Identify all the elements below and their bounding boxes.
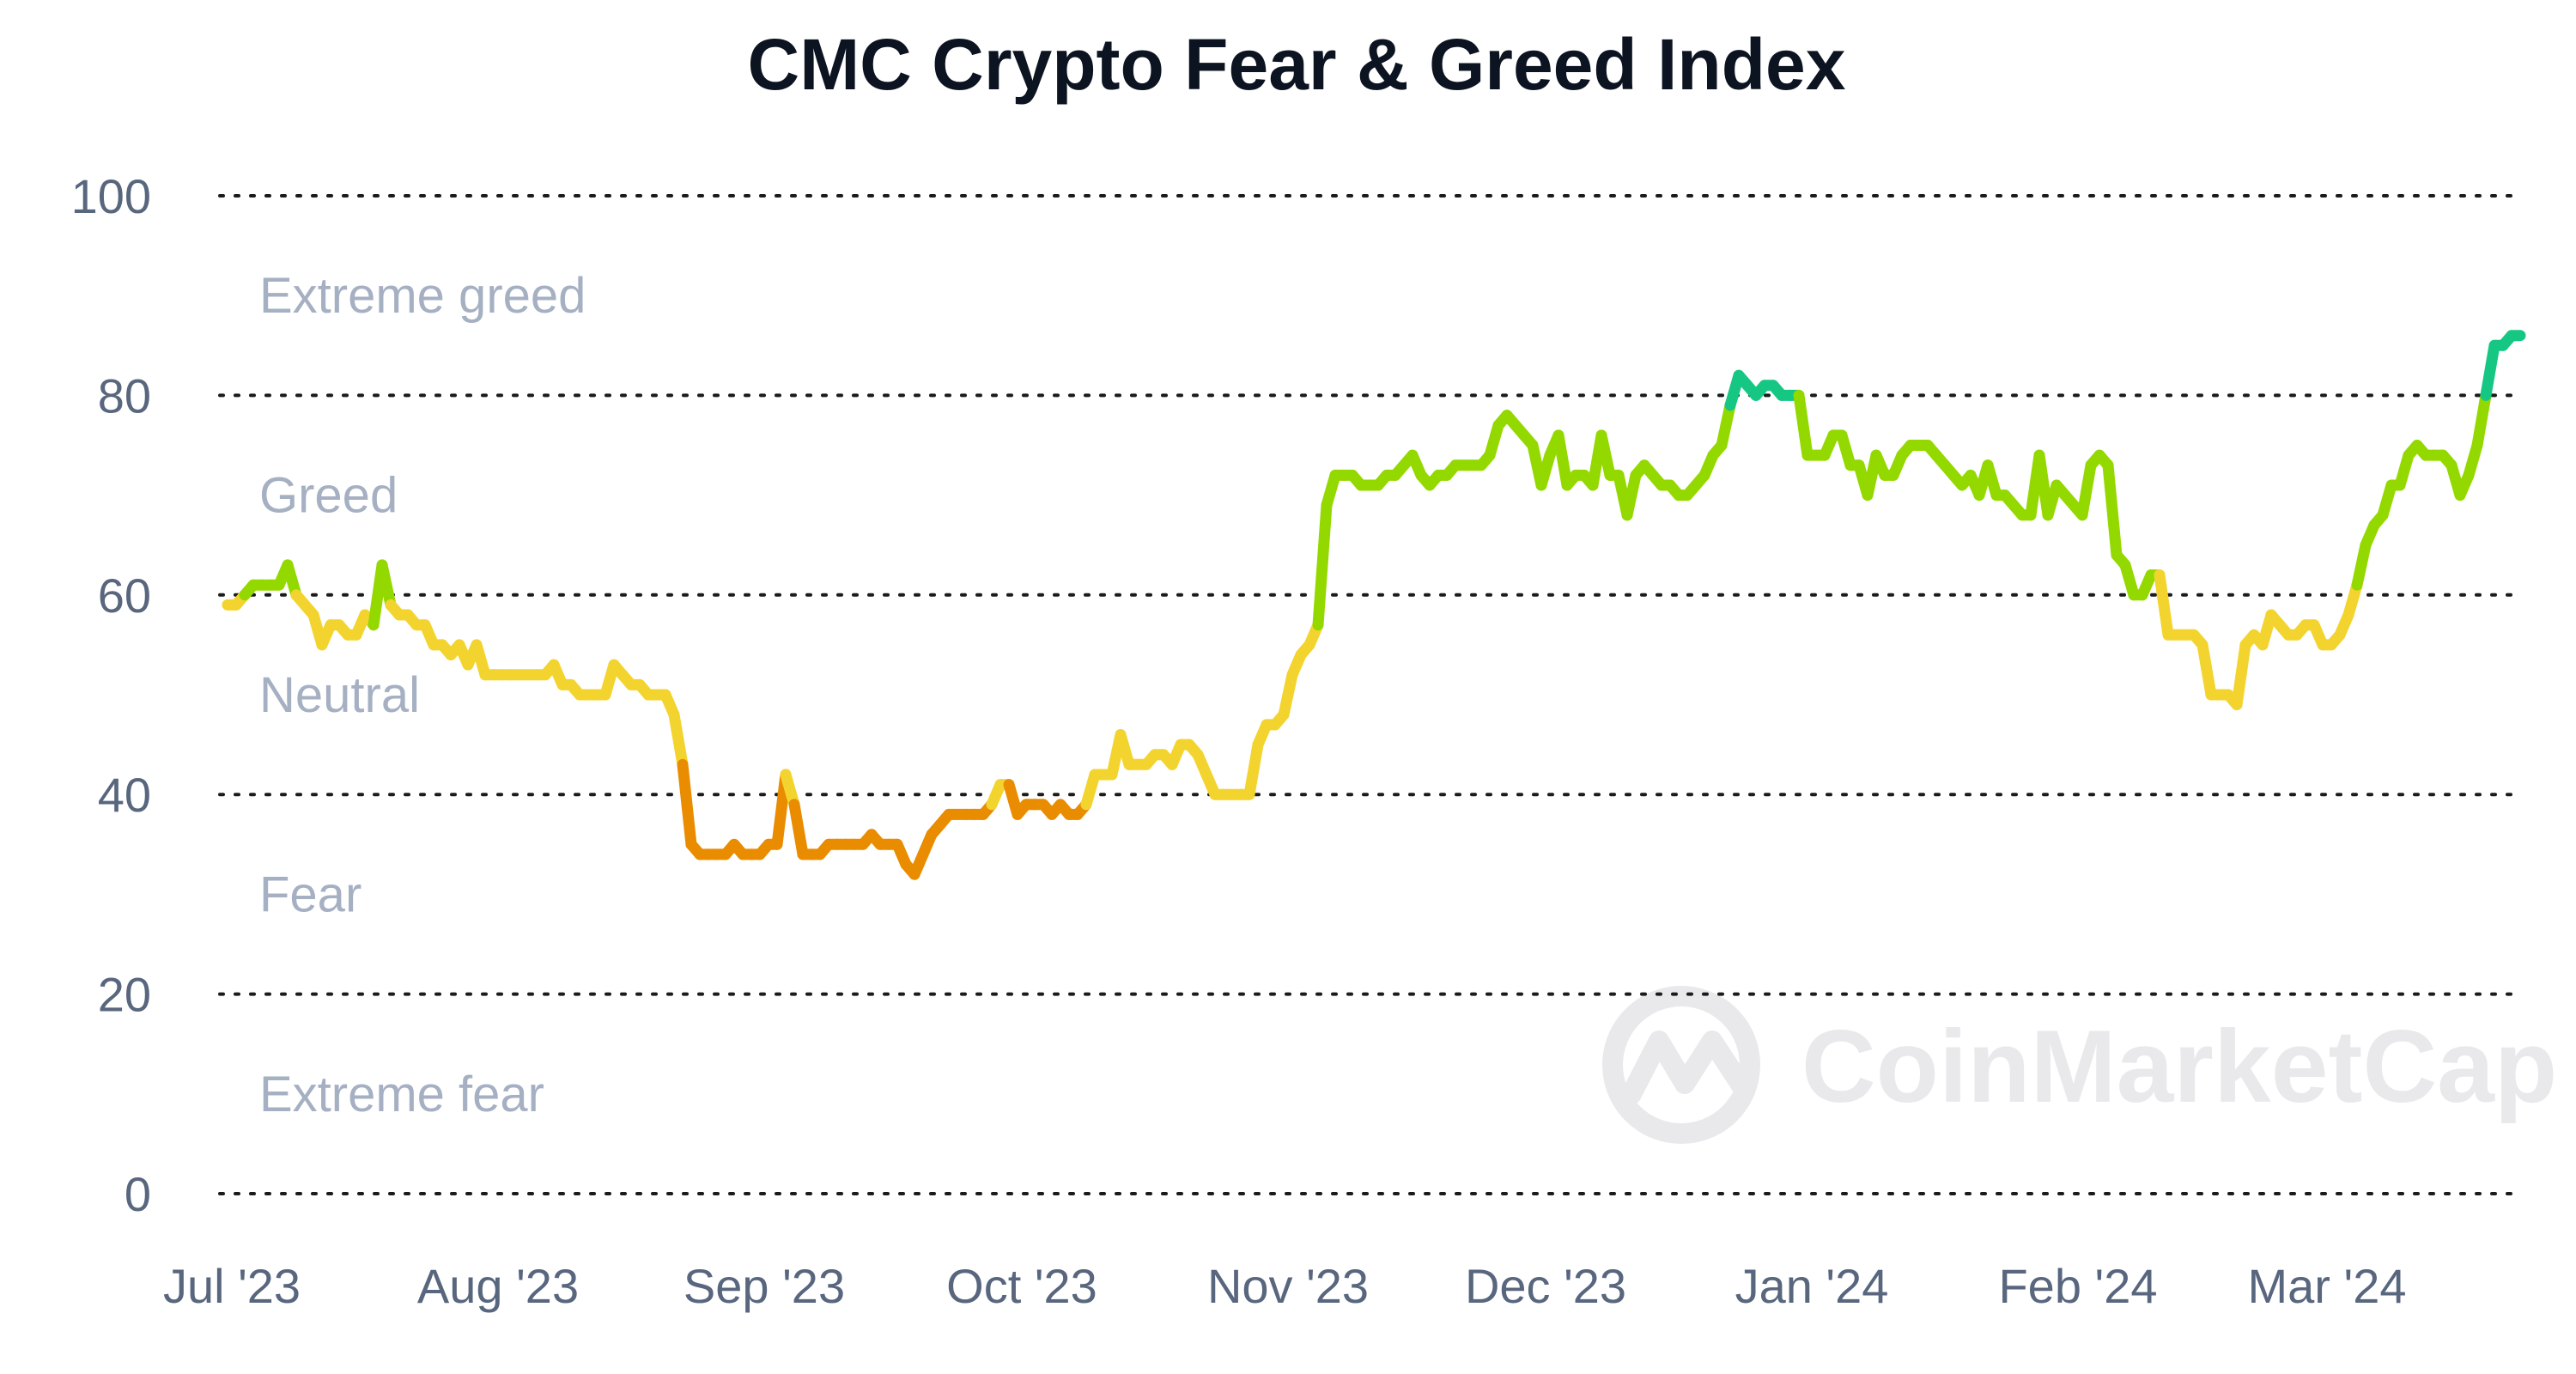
band-label-extreme-greed: Extreme greed bbox=[259, 268, 586, 324]
x-tick-label-2: Sep '23 bbox=[683, 1259, 845, 1313]
series-segment bbox=[1793, 389, 1814, 461]
series-segment bbox=[2231, 639, 2251, 711]
x-tick-label-5: Dec '23 bbox=[1465, 1259, 1626, 1313]
series-segment bbox=[2471, 389, 2492, 451]
series-segment bbox=[2102, 459, 2123, 561]
series-segment bbox=[2351, 539, 2372, 591]
series-segment bbox=[1278, 669, 1298, 720]
watermark-text: CoinMarketCap bbox=[1801, 1009, 2557, 1124]
series-segment bbox=[2480, 339, 2500, 401]
series-segment bbox=[1312, 499, 1333, 631]
chart-title: CMC Crypto Fear & Greed Index bbox=[748, 24, 1846, 105]
series-segment bbox=[1595, 429, 1616, 481]
band-label-fear: Fear bbox=[259, 866, 361, 922]
x-tick-label-8: Mar '24 bbox=[2248, 1259, 2407, 1313]
x-tick-label-1: Aug '23 bbox=[417, 1259, 579, 1313]
coinmarketcap-logo-icon bbox=[1602, 986, 1760, 1144]
y-tick-label-40: 40 bbox=[98, 768, 151, 822]
series-segment bbox=[1243, 739, 1264, 800]
band-label-neutral: Neutral bbox=[259, 667, 420, 723]
y-tick-label-60: 60 bbox=[98, 568, 151, 623]
band-label-greed: Greed bbox=[259, 468, 398, 524]
y-tick-label-80: 80 bbox=[98, 368, 151, 423]
series-segment bbox=[1621, 469, 1642, 521]
x-tick-label-4: Nov '23 bbox=[1207, 1259, 1369, 1313]
x-tick-label-7: Feb '24 bbox=[1998, 1259, 2157, 1313]
series-segment bbox=[668, 708, 689, 770]
band-label-extreme-fear: Extreme fear bbox=[259, 1067, 544, 1122]
x-tick-label-0: Jul '23 bbox=[163, 1259, 301, 1313]
series-segment bbox=[788, 799, 809, 860]
series-segment bbox=[2154, 569, 2174, 641]
y-tick-label-0: 0 bbox=[125, 1167, 151, 1221]
series-segment bbox=[2076, 459, 2097, 521]
series-segment bbox=[376, 559, 397, 611]
series-segment bbox=[1552, 429, 1573, 491]
y-tick-label-100: 100 bbox=[71, 169, 151, 223]
series-segment bbox=[677, 758, 697, 850]
x-tick-label-6: Jan '24 bbox=[1735, 1259, 1889, 1313]
x-tick-label-3: Oct '23 bbox=[946, 1259, 1097, 1313]
series-segment bbox=[2196, 639, 2217, 701]
coinmarketcap-watermark: CoinMarketCap bbox=[1602, 986, 2557, 1144]
y-tick-label-20: 20 bbox=[98, 968, 151, 1022]
series-segment bbox=[1716, 399, 1736, 451]
